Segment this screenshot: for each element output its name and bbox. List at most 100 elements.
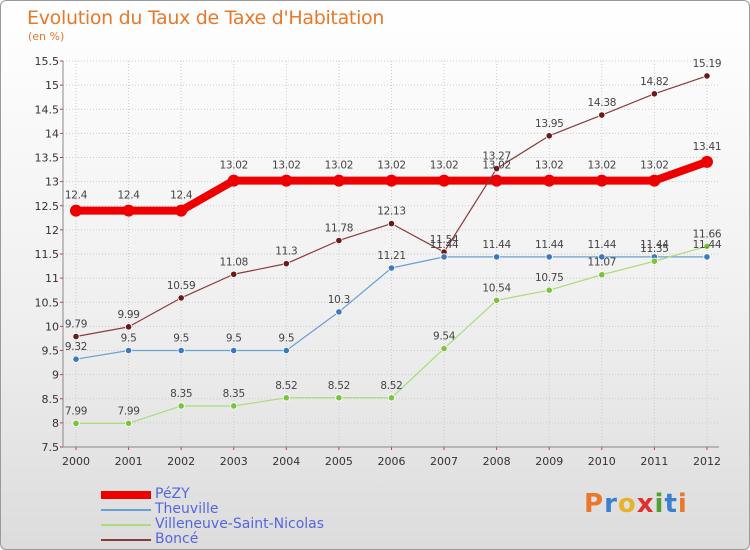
data-label: 13.02 <box>377 160 406 172</box>
data-point <box>598 111 606 119</box>
x-tick-label: 2010 <box>588 455 616 468</box>
y-tick-label: 10 <box>45 320 59 333</box>
data-label: 11.44 <box>430 239 459 251</box>
logo-letter: i <box>677 489 688 519</box>
data-label: 13.41 <box>693 141 722 153</box>
data-label: 13.02 <box>535 160 564 172</box>
data-label: 8.52 <box>328 380 350 392</box>
data-label: 11.35 <box>640 243 669 255</box>
data-label: 11.08 <box>219 256 248 268</box>
x-tick-label: 2000 <box>62 455 90 468</box>
data-label: 14.82 <box>640 76 669 88</box>
x-tick-label: 2005 <box>325 455 353 468</box>
y-tick-label: 9 <box>52 369 59 382</box>
chart-title: Evolution du Taux de Taxe d'Habitation <box>27 7 385 29</box>
data-point <box>335 308 343 316</box>
data-label: 9.5 <box>173 333 189 345</box>
data-label: 13.02 <box>325 160 354 172</box>
data-label: 11.44 <box>482 239 511 251</box>
legend-label: Villeneuve-Saint-Nicolas <box>155 516 325 532</box>
data-point <box>545 132 553 140</box>
data-point <box>703 253 711 261</box>
y-tick-label: 12.5 <box>35 200 60 213</box>
data-point <box>598 253 606 261</box>
y-tick-label: 8 <box>52 417 59 430</box>
x-tick-label: 2009 <box>535 455 563 468</box>
y-tick-label: 11.5 <box>35 248 60 261</box>
data-point <box>230 402 238 410</box>
data-label: 13.27 <box>482 151 511 163</box>
x-tick-label: 2002 <box>167 455 195 468</box>
data-label: 13.02 <box>272 160 301 172</box>
data-label: 9.99 <box>117 309 139 321</box>
data-label: 9.54 <box>433 331 456 343</box>
data-point <box>72 332 80 341</box>
data-label: 11.44 <box>588 239 617 251</box>
data-label: 13.95 <box>535 118 564 130</box>
data-point <box>124 346 133 355</box>
x-tick-label: 2003 <box>220 455 248 468</box>
data-point <box>124 323 133 331</box>
data-point <box>280 174 293 187</box>
data-point <box>543 174 556 187</box>
data-label: 10.54 <box>482 282 511 294</box>
data-label: 11.78 <box>325 222 354 234</box>
data-point <box>175 204 188 217</box>
logo-letter: t <box>664 489 678 519</box>
y-tick-label: 14.5 <box>35 103 60 116</box>
x-tick-label: 2007 <box>430 455 458 468</box>
data-point <box>490 174 503 187</box>
data-point <box>122 204 135 217</box>
legend-swatch <box>101 509 151 511</box>
data-point <box>177 294 185 302</box>
legend-label: Theuville <box>155 501 219 517</box>
data-label: 9.5 <box>226 333 242 345</box>
data-label: 10.59 <box>167 280 196 292</box>
y-tick-label: 12 <box>45 224 59 237</box>
data-point <box>650 257 658 265</box>
y-tick-label: 9.5 <box>42 345 60 358</box>
legend-label: PéZY <box>155 486 190 502</box>
data-point <box>282 260 290 268</box>
data-label: 7.99 <box>117 405 139 417</box>
data-label: 11.3 <box>275 246 297 258</box>
data-point <box>648 174 661 187</box>
data-label: 10.3 <box>328 294 350 306</box>
data-point <box>72 419 80 427</box>
data-label: 11.44 <box>640 239 669 251</box>
data-point <box>230 270 238 278</box>
data-label: 11.66 <box>693 228 722 240</box>
legend-swatch <box>101 539 151 541</box>
data-point <box>650 90 658 98</box>
data-point <box>177 346 185 355</box>
data-label: 8.52 <box>380 380 402 392</box>
y-tick-label: 15 <box>45 79 59 92</box>
data-label: 12.4 <box>117 190 140 202</box>
data-label: 11.07 <box>588 257 617 269</box>
data-label: 10.75 <box>535 272 564 284</box>
data-point <box>387 394 396 402</box>
legend-label: Boncé <box>155 531 199 547</box>
data-label: 7.99 <box>65 405 87 417</box>
y-tick-label: 13.5 <box>35 152 60 165</box>
data-label: 11.44 <box>693 239 722 251</box>
data-point <box>385 174 398 187</box>
data-point <box>545 286 553 294</box>
legend-swatch <box>101 491 151 499</box>
data-point <box>335 394 343 402</box>
logo-letter: P <box>584 489 605 519</box>
x-tick-label: 2006 <box>377 455 405 468</box>
data-point <box>440 344 448 353</box>
data-point <box>72 355 80 363</box>
data-label: 9.5 <box>121 333 137 345</box>
data-label: 8.35 <box>170 388 192 400</box>
data-point <box>438 174 451 187</box>
data-point <box>230 346 238 355</box>
data-label: 13.02 <box>640 160 669 172</box>
x-tick-label: 2011 <box>640 455 668 468</box>
y-tick-label: 14 <box>45 127 59 140</box>
unit-label: (en %) <box>28 30 65 43</box>
data-label: 13.02 <box>482 160 511 172</box>
data-point <box>282 346 290 355</box>
